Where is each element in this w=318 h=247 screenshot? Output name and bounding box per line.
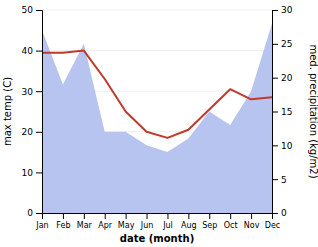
tick: Sep xyxy=(202,213,217,230)
tick: Jun xyxy=(140,213,154,230)
x-axis-title: date (month) xyxy=(120,233,194,244)
tick: Oct xyxy=(224,213,238,230)
tick-mark xyxy=(251,213,252,219)
tick-label: 5 xyxy=(281,175,287,185)
tick: Nov xyxy=(244,213,260,230)
tick-label: Aug xyxy=(181,221,197,230)
tick: 25 xyxy=(272,39,292,49)
tick-mark xyxy=(36,172,42,173)
tick-label: Mar xyxy=(77,221,93,230)
tick-label: Jan xyxy=(35,221,48,230)
tick: 10 xyxy=(272,141,293,151)
tick: 30 xyxy=(22,87,42,97)
tick-label: Nov xyxy=(244,221,260,230)
tick: Dec xyxy=(265,213,280,230)
tick-label: Dec xyxy=(265,221,280,230)
tick-mark xyxy=(272,179,278,180)
tick: 20 xyxy=(22,127,42,137)
tick: 20 xyxy=(272,73,293,83)
tick-mark xyxy=(230,213,231,219)
tick-mark xyxy=(84,213,85,219)
tick-label: 20 xyxy=(22,127,34,137)
tick-mark xyxy=(36,132,42,133)
marks xyxy=(42,24,272,213)
temp-line xyxy=(42,51,272,138)
tick-label: Jul xyxy=(162,221,173,230)
axis-line xyxy=(273,11,279,214)
tick-mark xyxy=(272,78,278,79)
tick: Jul xyxy=(162,213,173,230)
tick-label: 30 xyxy=(22,87,34,97)
tick-mark xyxy=(209,213,210,219)
tick-mark xyxy=(272,44,278,45)
tick-label: Sep xyxy=(202,221,217,230)
axis-line xyxy=(36,11,43,214)
tick-label: 50 xyxy=(22,5,34,15)
tick-label: Oct xyxy=(224,221,238,230)
x-axis: Jan Feb Mar Apr May Jun Jul Aug Sep Oct Nov Dec xyxy=(35,213,280,230)
y2-axis: 0 5 10 15 20 25 30 xyxy=(272,5,293,218)
tick-mark xyxy=(188,213,189,219)
plot: JanFebMarAprMayJunJulAugSepOctNovDec0102… xyxy=(22,5,293,229)
tick-mark xyxy=(272,213,278,214)
axis-line xyxy=(43,214,273,220)
tick-label: 20 xyxy=(281,73,293,83)
tick: Feb xyxy=(56,213,70,230)
tick-mark xyxy=(36,91,42,92)
tick-label: May xyxy=(118,221,135,230)
tick-mark xyxy=(36,51,42,52)
chart: JanFebMarAprMayJunJulAugSepOctNovDec0102… xyxy=(0,0,318,247)
tick-mark xyxy=(272,145,278,146)
tick: 5 xyxy=(272,175,287,185)
tick-label: 0 xyxy=(281,208,287,218)
tick: Jan xyxy=(35,213,48,230)
tick-mark xyxy=(105,213,106,219)
tick-mark xyxy=(272,112,278,113)
y2-axis-title: med. precipitation (kg/m2) xyxy=(308,44,318,178)
grid-line xyxy=(42,10,272,11)
tick: 15 xyxy=(272,107,292,117)
tick-mark xyxy=(36,213,42,214)
tick: Aug xyxy=(181,213,197,230)
tick-label: 40 xyxy=(22,46,34,56)
tick: 30 xyxy=(272,5,293,15)
tick-label: 15 xyxy=(281,107,292,117)
tick: Mar xyxy=(77,213,93,230)
tick-mark xyxy=(63,213,64,219)
tick-label: Feb xyxy=(56,221,70,230)
tick: 0 xyxy=(272,208,287,218)
precip-area xyxy=(42,24,272,213)
tick-mark xyxy=(147,213,148,219)
tick-mark xyxy=(272,10,278,11)
tick: May xyxy=(118,213,135,230)
tick: Apr xyxy=(98,213,113,230)
grid xyxy=(42,10,272,213)
y-axis: 0 10 20 30 40 50 xyxy=(22,5,43,218)
tick-label: 10 xyxy=(22,168,34,178)
tick-label: Jun xyxy=(140,221,154,230)
tick: 40 xyxy=(22,46,42,56)
tick: 0 xyxy=(27,208,42,218)
tick: 10 xyxy=(22,168,42,178)
y-axis-title: max temp (C) xyxy=(2,77,13,146)
tick-label: Apr xyxy=(98,221,113,230)
tick-mark xyxy=(126,213,127,219)
tick-label: 0 xyxy=(27,208,33,218)
tick: 50 xyxy=(22,5,42,15)
tick-label: 25 xyxy=(281,39,292,49)
tick-label: 30 xyxy=(281,5,293,15)
tick-label: 10 xyxy=(281,141,293,151)
tick-mark xyxy=(36,10,42,11)
tick-mark xyxy=(167,213,168,219)
